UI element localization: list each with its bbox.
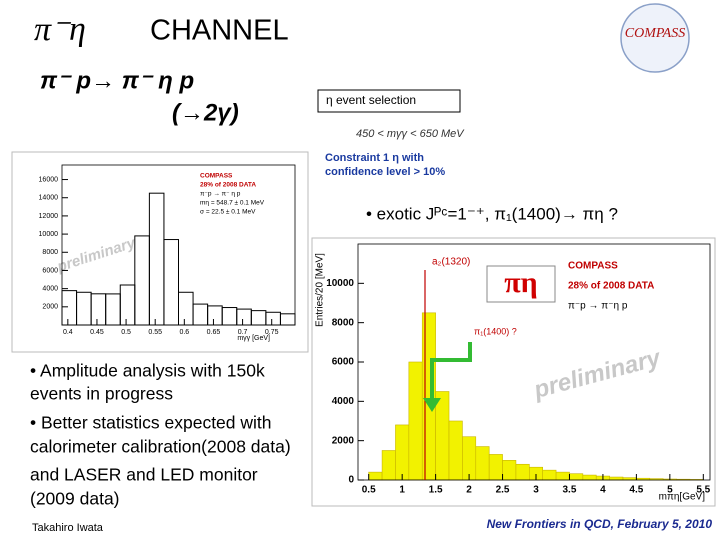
x-tick-label: 1.5 bbox=[429, 485, 443, 496]
legend-text: 28% of 2008 DATA bbox=[200, 182, 256, 189]
legend-text: π⁻p → π⁻η p bbox=[568, 301, 628, 312]
legend-text: σ = 22.5 ± 0.1 MeV bbox=[200, 209, 256, 216]
y-tick-label: 12000 bbox=[39, 213, 59, 220]
exotic-text: • exotic Jᴾᶜ=1⁻⁺, π₁(1400)→ πη ? bbox=[366, 204, 618, 223]
x-tick-label: 2 bbox=[466, 485, 472, 496]
y-tick-label: 0 bbox=[348, 475, 354, 486]
y-tick-label: 4000 bbox=[332, 396, 355, 407]
y-tick-label: 8000 bbox=[332, 317, 355, 328]
bullet-line: and LASER and LED monitor bbox=[30, 465, 258, 485]
logo: COMPASS bbox=[625, 26, 685, 41]
footer: New Frontiers in QCD, February 5, 2010 bbox=[487, 517, 713, 531]
x-tick-label: 3.5 bbox=[563, 485, 577, 496]
bullet-line: • Amplitude analysis with 150k bbox=[30, 361, 265, 381]
y-tick-label: 4000 bbox=[42, 285, 58, 292]
selection-cut: 450 < mγγ < 650 MeV bbox=[356, 128, 465, 140]
decay: (→2γ) bbox=[172, 99, 239, 126]
y-tick-label: 2000 bbox=[42, 304, 58, 311]
bullets: • Amplitude analysis with 150k events in… bbox=[30, 361, 291, 509]
x-tick-label: 5.5 bbox=[696, 485, 710, 496]
histogram-bar bbox=[462, 436, 477, 481]
x-tick-label: 0.45 bbox=[90, 329, 104, 336]
histogram-bar bbox=[488, 454, 503, 481]
x-tick-label: 3 bbox=[533, 485, 539, 496]
histogram-bar bbox=[569, 473, 584, 481]
histogram-bar bbox=[502, 460, 517, 481]
title-symbol: π⁻η bbox=[34, 11, 86, 48]
histogram-bar bbox=[381, 450, 396, 481]
histogram-bar bbox=[368, 471, 383, 481]
arrow bbox=[430, 342, 472, 398]
plot-frame bbox=[11, 151, 309, 353]
x-tick-label: 0.4 bbox=[63, 329, 73, 336]
legend-text: COMPASS bbox=[568, 261, 618, 272]
legend-text: π⁻p → π⁻ η p bbox=[200, 191, 241, 198]
selection-box bbox=[317, 89, 461, 113]
x-tick-label: 2.5 bbox=[496, 485, 510, 496]
histogram-bar bbox=[582, 474, 597, 481]
legend-text: mη = 548.7 ± 0.1 MeV bbox=[200, 200, 265, 207]
y-axis-label: Entries/20 [MeV] bbox=[315, 253, 326, 327]
x-tick-label: 0.55 bbox=[148, 329, 162, 336]
arrow-head bbox=[423, 398, 441, 412]
y-tick-label: 16000 bbox=[39, 176, 59, 183]
annotation: πη bbox=[504, 266, 537, 299]
x-tick-label: 0.7 bbox=[238, 329, 248, 336]
histogram-bar bbox=[408, 361, 423, 481]
x-tick-label: 0.75 bbox=[265, 329, 279, 336]
histogram-bar bbox=[515, 463, 530, 481]
legend-text: COMPASS bbox=[200, 173, 233, 180]
bullet-line: events in progress bbox=[30, 384, 173, 404]
x-axis-label: mπη[GeV] bbox=[659, 492, 706, 503]
x-tick-label: 4.5 bbox=[629, 485, 643, 496]
x-tick-label: 5 bbox=[667, 485, 673, 496]
reaction: π⁻ p→ π⁻ η p bbox=[40, 67, 194, 94]
y-tick-label: 6000 bbox=[332, 357, 355, 368]
label-box bbox=[486, 265, 556, 303]
constraint: confidence level > 10% bbox=[325, 166, 445, 178]
bullet-line: (2009 data) bbox=[30, 489, 120, 509]
x-axis-label: mγγ [GeV] bbox=[237, 335, 270, 342]
logo-circle bbox=[620, 3, 690, 73]
author: Takahiro Iwata bbox=[32, 522, 104, 534]
histogram-bar bbox=[435, 391, 450, 481]
histogram-bar bbox=[542, 469, 557, 481]
bullet-line: • Better statistics expected with bbox=[30, 413, 272, 433]
x-tick-label: 1 bbox=[399, 485, 405, 496]
histogram-bar bbox=[448, 420, 463, 481]
x-tick-label: 0.65 bbox=[207, 329, 221, 336]
axes-box bbox=[61, 164, 296, 326]
constraint: Constraint 1 η with bbox=[325, 152, 424, 164]
y-tick-label: 6000 bbox=[42, 267, 58, 274]
y-tick-label: 14000 bbox=[39, 195, 59, 202]
y-tick-label: 10000 bbox=[39, 231, 59, 238]
histogram-bar bbox=[555, 471, 570, 481]
y-tick-label: 10000 bbox=[326, 278, 354, 289]
annotation: π₁(1400) ? bbox=[474, 326, 517, 336]
y-tick-label: 2000 bbox=[332, 435, 355, 446]
title: CHANNEL bbox=[150, 15, 289, 47]
selection-header: η event selection bbox=[326, 93, 416, 107]
legend-text: 28% of 2008 DATA bbox=[568, 281, 654, 292]
histogram-bar bbox=[609, 476, 624, 481]
histogram-bar bbox=[475, 446, 490, 481]
x-tick-label: 4 bbox=[600, 485, 606, 496]
bullet-line: calorimeter calibration(2008 data) bbox=[30, 437, 291, 457]
x-tick-label: 0.6 bbox=[179, 329, 189, 336]
y-tick-label: 8000 bbox=[42, 249, 58, 256]
x-tick-label: 0.5 bbox=[362, 485, 376, 496]
x-tick-label: 0.5 bbox=[121, 329, 131, 336]
histogram-bar bbox=[395, 424, 410, 481]
annotation: a₂(1320) bbox=[432, 257, 470, 268]
